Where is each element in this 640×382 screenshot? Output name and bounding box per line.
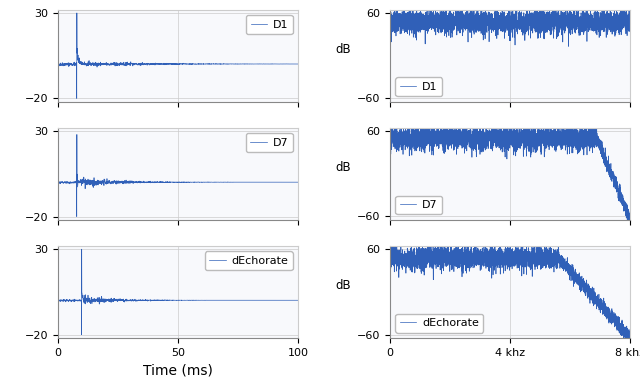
X-axis label: Time (ms): Time (ms)	[143, 363, 213, 377]
Legend: D1: D1	[396, 78, 442, 96]
Legend: dEchorate: dEchorate	[205, 251, 292, 270]
Legend: dEchorate: dEchorate	[396, 314, 483, 332]
Legend: D7: D7	[396, 196, 442, 214]
Legend: D1: D1	[246, 15, 292, 34]
Y-axis label: dB: dB	[335, 279, 351, 292]
Legend: D7: D7	[246, 133, 292, 152]
Y-axis label: dB: dB	[335, 43, 351, 56]
Y-axis label: dB: dB	[335, 161, 351, 174]
